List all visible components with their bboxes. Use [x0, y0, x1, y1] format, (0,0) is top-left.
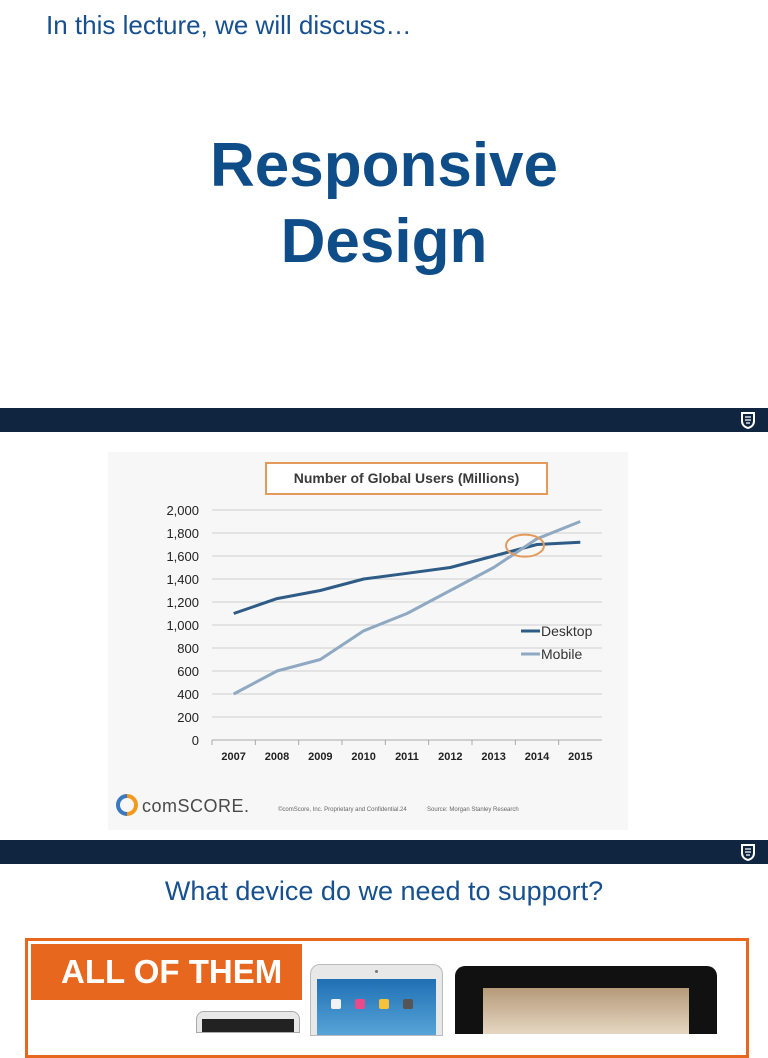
y-tick-label: 200	[177, 710, 199, 725]
university-crest-icon	[741, 844, 755, 861]
ipad-screen	[317, 979, 436, 1035]
x-tick-label: 2012	[438, 751, 462, 763]
x-tick-label: 2013	[481, 751, 505, 763]
series-line-mobile	[232, 520, 581, 696]
y-tick-label: 0	[192, 733, 199, 748]
footer-page-number: 24	[400, 807, 407, 813]
comscore-logo-text: comSCORE.	[142, 796, 250, 816]
lecture-header: In this lecture, we will discuss…	[46, 10, 412, 40]
x-tick-label: 2014	[525, 751, 550, 763]
x-tick-label: 2007	[221, 751, 245, 763]
y-tick-label: 2,000	[166, 503, 199, 518]
footer-copyright: ©comScore, Inc. Proprietary and Confiden…	[278, 807, 401, 813]
small-tablet-screen	[202, 1019, 294, 1032]
all-of-them-banner: ALL OF THEM	[31, 944, 302, 1000]
x-tick-label: 2009	[308, 751, 332, 763]
y-tick-label: 1,800	[166, 526, 199, 541]
slide-intro: In this lecture, we will discuss… Respon…	[0, 0, 768, 408]
comscore-logo-icon	[116, 794, 138, 816]
y-tick-label: 1,600	[166, 549, 199, 564]
y-tick-label: 1,000	[166, 618, 199, 633]
y-tick-label: 1,400	[166, 572, 199, 587]
slide-question-title: What device do we need to support?	[164, 876, 604, 906]
slide-devices: What device do we need to support? ALL O…	[0, 864, 768, 1058]
ipad-image	[310, 964, 443, 1036]
y-tick-label: 800	[177, 641, 199, 656]
x-tick-label: 2011	[395, 751, 419, 763]
x-tick-label: 2015	[568, 751, 592, 763]
chart-background	[108, 452, 628, 830]
tablet-screen	[483, 988, 689, 1034]
footer-source: Source: Morgan Stanley Research	[427, 807, 519, 813]
legend-label-mobile: Mobile	[541, 646, 582, 662]
chart-title: Number of Global Users (Millions)	[265, 462, 548, 495]
y-tick-label: 1,200	[166, 595, 199, 610]
crossover-highlight-circle	[505, 533, 545, 558]
slide-title: Responsive Design	[0, 128, 768, 280]
title-line-2: Design	[280, 207, 488, 276]
y-tick-label: 600	[177, 664, 199, 679]
legend-label-desktop: Desktop	[541, 623, 593, 639]
x-tick-label: 2008	[265, 751, 289, 763]
app-icon	[403, 999, 413, 1009]
camera-dot	[375, 970, 378, 973]
series-line-desktop	[233, 540, 581, 615]
slide-divider-band	[0, 408, 768, 432]
line-chart: 0 200 400 600 800 1,000 1,200 1,400 1,600 1,800 2,…	[166, 503, 602, 763]
app-icon	[355, 999, 365, 1009]
app-icon	[379, 999, 389, 1009]
slide-chart: 0 200 400 600 800 1,000 1,200 1,400 1,600 1,800 2,…	[0, 432, 768, 840]
y-tick-label: 400	[177, 687, 199, 702]
app-icon	[331, 999, 341, 1009]
university-crest-icon	[741, 412, 755, 429]
slide-divider-band	[0, 840, 768, 864]
title-line-1: Responsive	[209, 131, 559, 200]
small-tablet-image	[196, 1011, 300, 1033]
x-tick-label: 2010	[351, 751, 375, 763]
